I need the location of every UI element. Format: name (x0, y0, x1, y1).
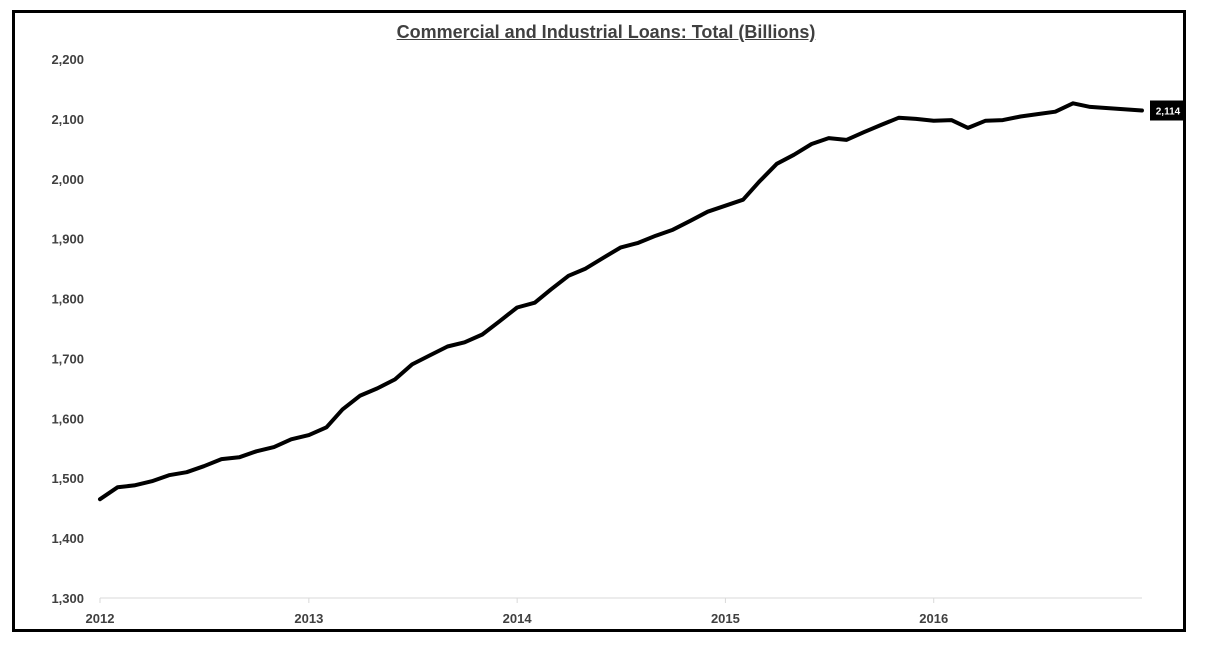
x-tick-label: 2016 (919, 611, 948, 626)
y-axis-ticks: 1,300 1,400 1,500 1,600 1,700 1,800 1,900 2,000… (51, 52, 84, 606)
y-tick-label: 1,600 (51, 411, 84, 426)
x-tick-label: 2015 (711, 611, 740, 626)
x-tick-label: 2013 (294, 611, 323, 626)
last-value-label: 2,114 (1150, 100, 1186, 121)
y-tick-label: 1,400 (51, 531, 84, 546)
y-tick-label: 2,200 (51, 52, 84, 67)
y-tick-label: 1,500 (51, 471, 84, 486)
chart-title: Commercial and Industrial Loans: Total (… (396, 22, 816, 42)
chart-frame (12, 10, 1186, 632)
y-tick-label: 1,900 (51, 232, 84, 247)
last-value-text: 2,114 (1156, 107, 1181, 118)
y-tick-label: 2,000 (51, 172, 84, 187)
y-tick-label: 1,800 (51, 292, 84, 307)
last-value-badge (1150, 100, 1186, 121)
series-line (98, 101, 1144, 502)
y-tick-label: 1,700 (51, 351, 84, 366)
x-tick-label: 2014 (503, 611, 533, 626)
x-tick-label: 2012 (86, 611, 115, 626)
x-axis-ticks: 2012 2013 2014 2015 2016 (86, 598, 948, 626)
y-tick-label: 1,300 (51, 591, 84, 606)
y-tick-label: 2,100 (51, 112, 84, 127)
